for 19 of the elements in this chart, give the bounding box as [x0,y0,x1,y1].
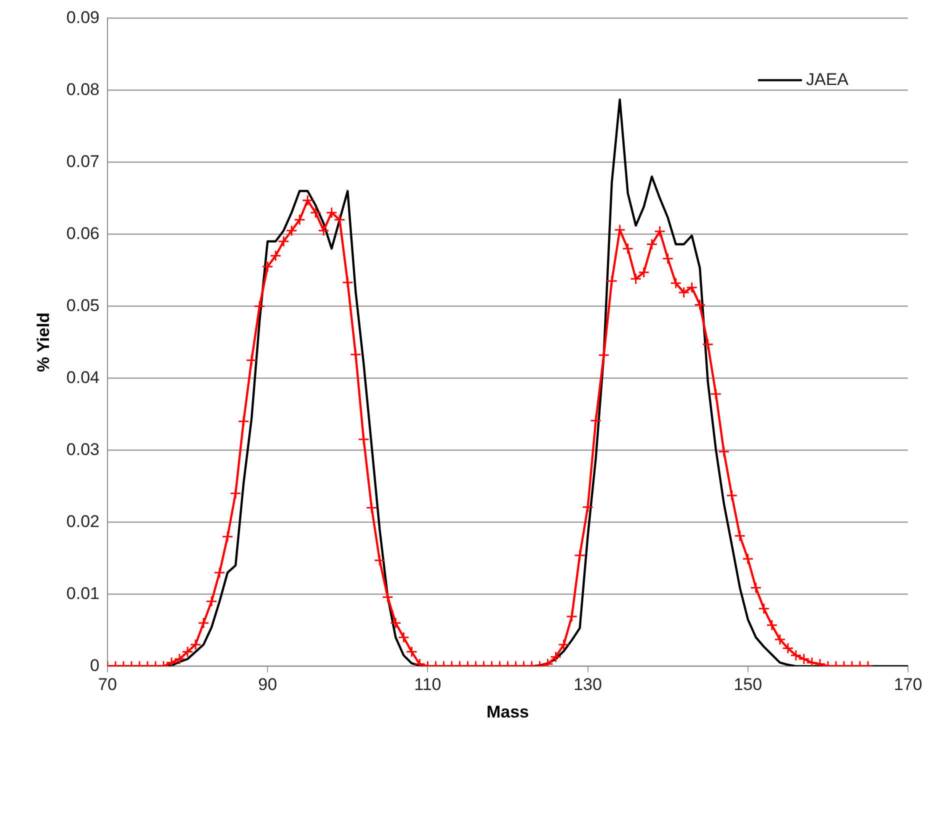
x-tick-label: 170 [894,675,922,694]
x-tick-label: 110 [414,675,442,694]
y-tick-label: 0.07 [66,152,100,171]
y-tick-label: 0.03 [66,440,100,459]
x-tick-label: 90 [258,675,278,694]
x-tick-label: 130 [574,675,602,694]
y-tick-label: 0.01 [66,584,100,603]
y-axis-title: % Yield [34,312,53,372]
y-tick-label: 0.04 [66,368,100,387]
y-tick-label: 0.05 [66,296,100,315]
y-tick-label: 0.09 [66,8,100,27]
x-tick-label: 150 [734,675,762,694]
y-tick-label: 0.02 [66,512,100,531]
y-tick-label: 0.08 [66,80,100,99]
x-axis-title: Mass [486,702,530,722]
legend-label: JAEA [806,70,850,89]
y-tick-label: 0 [90,656,100,675]
x-tick-label: 70 [98,675,117,694]
y-tick-label: 0.06 [66,224,100,243]
